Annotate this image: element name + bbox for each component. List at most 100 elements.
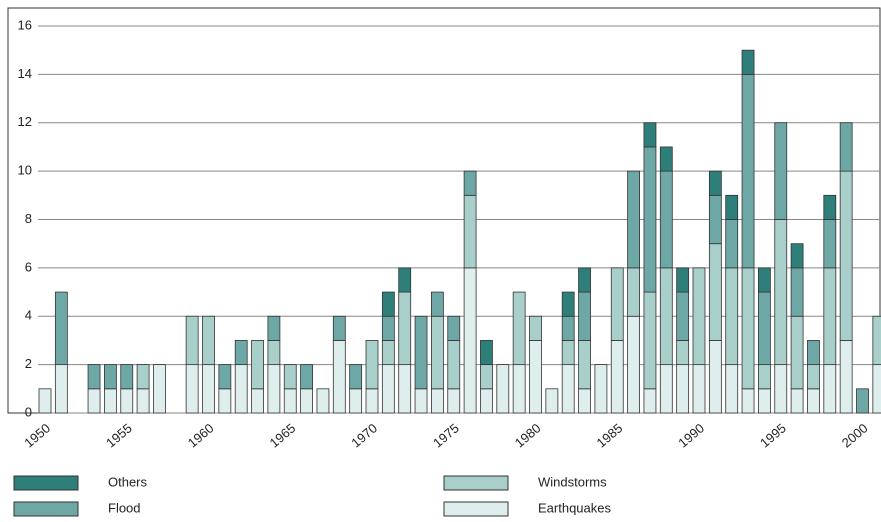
bar-segment (823, 194, 837, 220)
bar-segment (643, 291, 657, 390)
y-tick-label: 14 (18, 66, 32, 81)
legend-swatch (443, 501, 509, 517)
bar-segment (512, 364, 526, 414)
bar-segment (774, 364, 788, 414)
legend-label: Windstorms (538, 474, 607, 489)
bar-segment (512, 291, 526, 366)
bar-segment (659, 146, 673, 172)
x-tick-label: 1970 (348, 420, 380, 450)
bar-segment (758, 364, 771, 390)
bar-segment (202, 315, 215, 366)
bar-segment (578, 267, 591, 293)
bar-segment (725, 194, 739, 220)
bar-segment (529, 315, 542, 341)
bar-segment (627, 315, 640, 414)
x-tick-label: 1960 (185, 420, 217, 450)
bar-segment (267, 364, 281, 414)
bar-segment (398, 267, 412, 293)
bar-segment (725, 364, 739, 414)
bar-segment (480, 388, 493, 414)
bar-segment (610, 267, 624, 341)
bar-segment (251, 388, 264, 414)
bar-segment (659, 267, 673, 366)
bar-segment (283, 388, 297, 414)
bar-segment (430, 315, 444, 390)
bar-segment (120, 388, 134, 414)
bar-segment (839, 170, 853, 341)
bar-segment (185, 364, 199, 414)
x-tick-label: 1980 (512, 420, 544, 450)
y-tick-label: 2 (25, 356, 32, 371)
bar-segment (741, 388, 755, 414)
bar-segment (185, 315, 199, 366)
bar-segment (676, 267, 690, 293)
bar-segment (708, 243, 722, 341)
bar-segment (87, 388, 101, 414)
bar-segment (774, 122, 788, 220)
bar-segment (594, 364, 608, 414)
bar-segment (414, 388, 428, 414)
bar-segment (267, 340, 281, 366)
bar-segment (807, 388, 820, 414)
bar-segment (676, 291, 690, 341)
legend-swatch (13, 501, 79, 517)
bar-segment (741, 267, 755, 390)
bar-segment (561, 340, 575, 366)
bar-segment (300, 364, 314, 390)
bar-segment (54, 364, 68, 414)
bar-segment (790, 315, 804, 390)
bar-segment (790, 388, 804, 414)
bar-segment (578, 388, 591, 414)
bar-segment (676, 364, 690, 414)
bar-segment (529, 340, 542, 414)
bar-segment (758, 388, 771, 414)
y-tick-label: 8 (25, 211, 32, 226)
bar-segment (316, 388, 330, 414)
bar-segment (790, 267, 804, 317)
bar-segment (725, 267, 739, 366)
bar-segment (283, 364, 297, 390)
x-tick-label: 1995 (757, 420, 789, 450)
bar-segment (774, 219, 788, 366)
y-tick-label: 10 (18, 163, 32, 178)
bar-segment (398, 364, 412, 414)
bar-segment (430, 388, 444, 414)
legend-label: Flood (108, 500, 141, 515)
bar-segment (251, 340, 264, 390)
legend-swatch (13, 475, 79, 491)
x-tick-label: 1990 (675, 420, 707, 450)
bar-segment (218, 364, 232, 390)
bar-segment (463, 267, 477, 414)
bar-segment (120, 364, 134, 390)
bar-segment (365, 340, 379, 390)
bar-segment (627, 170, 640, 269)
bar-segment (578, 340, 591, 390)
bar-segment (758, 291, 771, 366)
bar-segment (463, 194, 477, 269)
x-tick-label: 1975 (430, 420, 462, 450)
bar-segment (349, 388, 363, 414)
bar-segment (872, 364, 881, 414)
bar-segment (627, 267, 640, 317)
bar-segment (218, 388, 232, 414)
bar-segment (839, 122, 853, 172)
x-tick-label: 1955 (103, 420, 135, 450)
bar-segment (823, 267, 837, 366)
bar-segment (872, 315, 881, 366)
x-tick-label: 1950 (21, 420, 53, 450)
bar-segment (202, 364, 215, 414)
bar-segment (153, 364, 166, 414)
bar-segment (381, 364, 395, 414)
legend-label: Others (108, 474, 148, 489)
x-tick-label: 2000 (839, 420, 871, 450)
bar-segment (578, 291, 591, 341)
legend-swatch (443, 475, 509, 491)
bar-segment (447, 340, 461, 390)
bar-segment (365, 388, 379, 414)
bar-segment (725, 219, 739, 269)
bar-segment (414, 315, 428, 390)
bar-segment (856, 388, 869, 414)
y-tick-label: 6 (25, 259, 32, 274)
bar-segment (708, 170, 722, 196)
bar-segment (332, 315, 346, 341)
